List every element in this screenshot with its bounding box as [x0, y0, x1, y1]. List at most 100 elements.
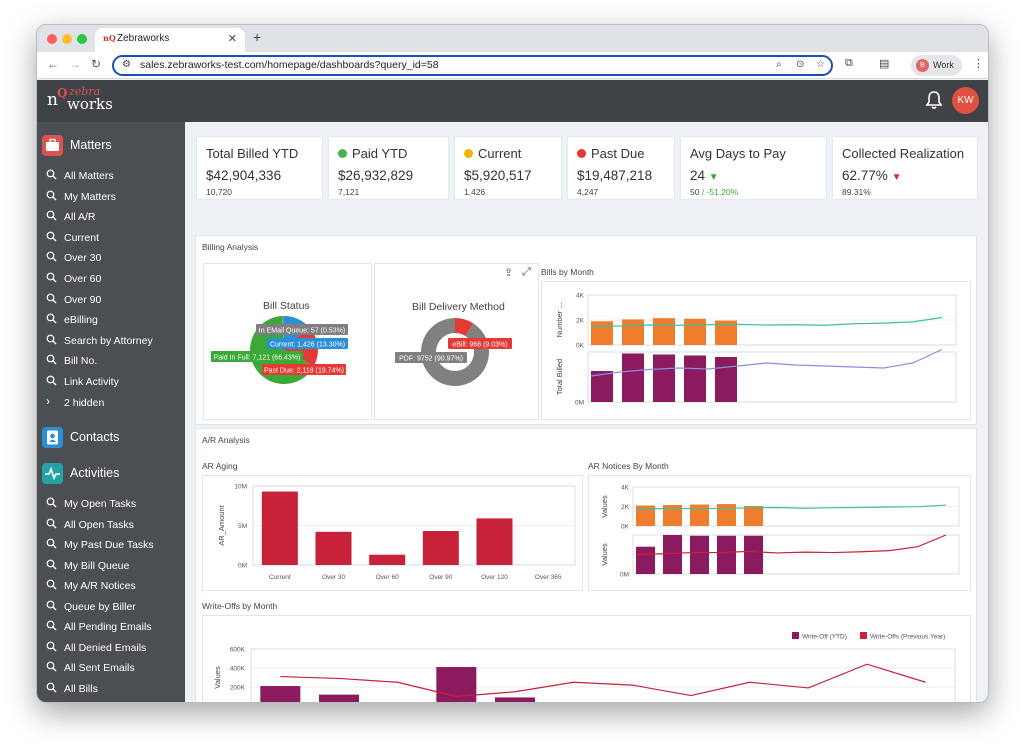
zebraworks-favicon-icon: nQ	[103, 33, 116, 43]
tab-close-icon[interactable]: ✕	[227, 33, 237, 45]
ar-notices-title: AR Notices By Month	[588, 461, 669, 471]
kpi-card-paid-ytd[interactable]: Paid YTD $26,932,829 7,121	[328, 136, 449, 200]
url-text: sales.zebraworks-test.com/homepage/dashb…	[140, 59, 439, 71]
minimize-window-button[interactable]	[62, 34, 72, 44]
bill-status-title: Bill Status	[263, 300, 310, 312]
reading-list-icon[interactable]: ▤	[879, 58, 890, 70]
search-icon	[46, 518, 57, 532]
kpi-count: 89.31%	[842, 187, 871, 197]
bottom-bar	[663, 535, 682, 574]
kpi-card-current[interactable]: Current $5,920,517 1,426	[454, 136, 562, 200]
sidebar-item-label: My Open Tasks	[64, 498, 137, 510]
top-bar	[636, 505, 655, 526]
sidebar-item-label: eBilling	[64, 314, 98, 327]
matters-title: Matters	[70, 138, 112, 152]
kpi-value: $5,920,517	[464, 168, 532, 183]
kpi-card-past-due[interactable]: Past Due $19,487,218 4,247	[567, 136, 675, 200]
browser-menu-icon[interactable]: ⋮	[973, 58, 984, 70]
sidebar: Matters All Matters My Matters All A/R Curr…	[37, 122, 185, 702]
legend-label-ytd: Write-Off (YTD)	[802, 634, 847, 641]
browser-tab[interactable]: nQ Zebraworks ✕	[95, 28, 245, 52]
sidebar-item-label: All Pending Emails	[64, 621, 152, 633]
sidebar-item-label: Link Activity	[64, 376, 119, 388]
install-app-icon[interactable]: ⊙	[796, 59, 805, 70]
profile-chip[interactable]: B Work	[911, 55, 962, 76]
search-icon	[46, 538, 57, 552]
close-window-button[interactable]	[47, 34, 57, 44]
bill-delivery-chart: eBill: 968 (9.03%) PDF: 9752 (90.97%)	[395, 318, 512, 386]
top-bar	[717, 504, 736, 526]
top-bar	[690, 504, 709, 526]
app-header: n Q zebra works KW	[37, 80, 988, 122]
sidebar-item-label: All Sent Emails	[64, 662, 135, 674]
kpi-value: $19,487,218	[577, 168, 653, 183]
ar-analysis-panel: A/R Analysis AR Aging 10M 5M 0M AR_Amount Cu…	[195, 428, 977, 702]
kpi-card-total-billed-ytd[interactable]: Total Billed YTD $42,904,336 10,720	[196, 136, 323, 200]
sidebar-item-label: Search by Attorney	[64, 334, 153, 347]
sidebar-item-label: Over 30	[64, 252, 102, 265]
sidebar-item-label: Over 60	[64, 273, 102, 285]
donut-label-ebill-bg	[448, 338, 512, 349]
profile-label: Work	[933, 60, 954, 70]
address-bar[interactable]: ⚙ sales.zebraworks-test.com/homepage/das…	[112, 55, 833, 76]
sidebar-item-label: My Matters	[64, 190, 116, 203]
tick-label: 400K	[230, 666, 246, 673]
sidebar-item-label: All Bills	[64, 682, 98, 695]
top-bar	[591, 321, 613, 345]
user-avatar[interactable]: KW	[952, 87, 979, 114]
extensions-icon[interactable]: ⧉	[845, 57, 853, 69]
search-icon	[46, 682, 57, 696]
zoom-icon[interactable]: ⌕	[776, 59, 782, 70]
site-settings-icon[interactable]: ⚙	[122, 59, 131, 70]
expand-icon[interactable]: ⤢	[522, 266, 531, 278]
axis-label: Values	[213, 666, 222, 689]
bottom-bar	[622, 353, 644, 402]
status-dot-icon	[338, 149, 347, 158]
kpi-card-collected-realization[interactable]: Collected Realization 62.77% ▼ 89.31%	[832, 136, 978, 200]
search-icon	[46, 620, 57, 634]
kpi-card-avg-days-to-pay[interactable]: Avg Days to Pay 24 ▼ 50 / -51.20%	[680, 136, 827, 200]
top-line	[635, 504, 947, 510]
search-icon	[46, 210, 57, 224]
reload-icon[interactable]: ↻	[91, 57, 102, 71]
back-icon[interactable]: ←	[47, 57, 59, 71]
notifications-bell-icon[interactable]	[925, 90, 943, 110]
tick-label: 0M	[238, 563, 247, 570]
bookmark-star-icon[interactable]: ☆	[816, 59, 825, 70]
writeoff-prev-year-line	[280, 663, 926, 698]
maximize-window-button[interactable]	[77, 34, 87, 44]
kpi-value: 24 ▼	[690, 168, 719, 183]
pie-label-current-bg	[267, 338, 348, 349]
search-icon	[46, 293, 57, 307]
bottom-bar	[744, 535, 763, 574]
trend-down-icon: ▼	[708, 172, 719, 183]
bottom-bar	[636, 546, 655, 574]
sidebar-item-label: Over 90	[64, 293, 102, 306]
sidebar-item-label: All Matters	[64, 170, 114, 182]
status-dot-icon	[577, 149, 586, 158]
search-icon	[46, 375, 57, 389]
bill-status-card: Bill Status In EMail Queue: 57 (0.53%) Cu…	[203, 263, 372, 420]
tick-label: 4K	[621, 485, 630, 492]
kpi-count: 1,426	[464, 187, 486, 197]
new-tab-icon[interactable]: +	[253, 29, 262, 45]
kpi-count: 10,720	[206, 187, 232, 197]
ar-aging-bar	[476, 518, 513, 565]
kpi-value: 62.77% ▼	[842, 168, 902, 183]
pie-label-paid-bg	[211, 351, 303, 362]
axis-label: Values	[600, 495, 609, 518]
billing-analysis-panel: Billing Analysis Bill Status In EMail Qu…	[195, 235, 977, 425]
ar-notices-chart: 4K 2K 0K Values 0M Values	[600, 485, 960, 579]
browser-window: nQ Zebraworks ✕ + ← → ↻ ⚙ sales.zebrawor…	[36, 24, 989, 703]
contacts-title: Contacts	[70, 430, 120, 444]
forward-icon[interactable]: →	[69, 57, 81, 71]
bottom-line	[635, 534, 947, 556]
tick-label: 0K	[576, 343, 585, 350]
top-bar	[744, 506, 763, 526]
axis-label: Total Billed	[555, 359, 564, 395]
export-icon[interactable]: ⇪	[504, 267, 514, 279]
top-line	[590, 316, 943, 327]
writeoff-ytd-bar	[260, 686, 301, 702]
sidebar-item-label: Current	[64, 231, 100, 244]
bottom-line	[590, 348, 943, 377]
